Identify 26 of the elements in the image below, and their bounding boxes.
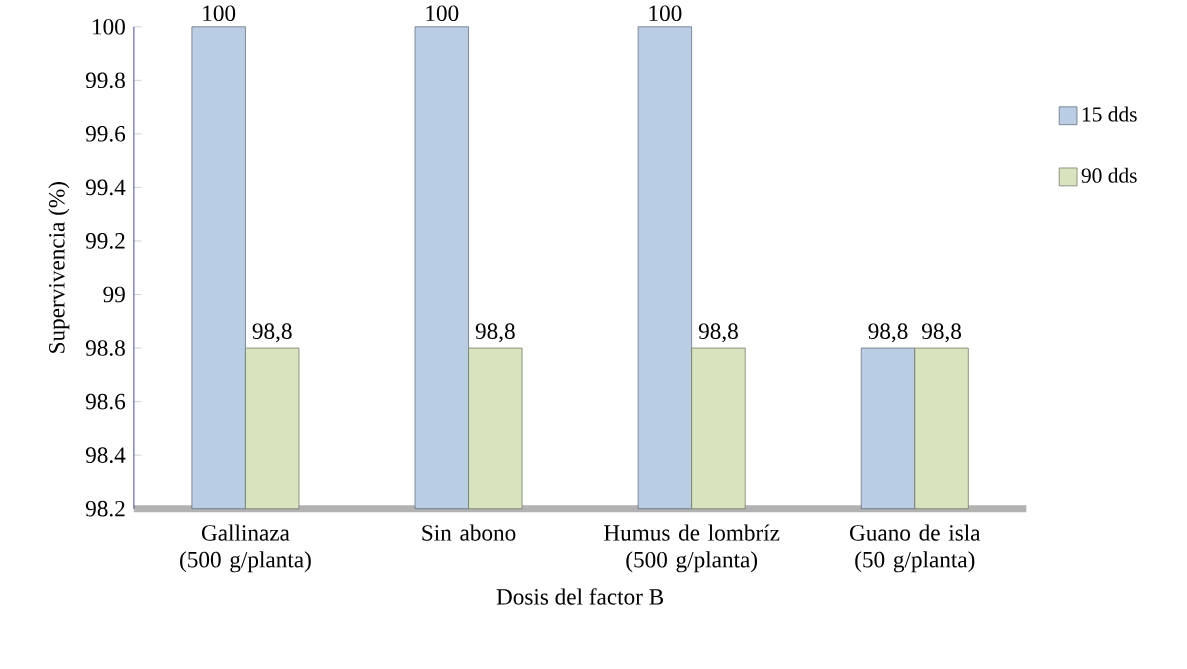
y-tick-label: 98.6	[85, 393, 126, 410]
y-tick-label: 99	[103, 286, 125, 303]
y-tick-label: 99.6	[85, 125, 126, 142]
x-tick-label: Sin abono	[422, 524, 516, 541]
data-label: 98,8	[252, 323, 292, 343]
y-tick-label: 98.8	[85, 340, 125, 356]
x-tick-label: Humus de lombríz (500 g/planta)	[604, 524, 780, 573]
y-tick-label: 98.2	[85, 500, 125, 517]
y-tick-label: 100	[93, 18, 125, 35]
data-label: 98,8	[698, 323, 738, 343]
y-tick-label: 98.4	[85, 447, 126, 463]
data-label: 100	[649, 5, 682, 21]
data-label: 100	[426, 5, 459, 21]
x-tick-label: Guano de isla (50 g/planta)	[850, 524, 981, 573]
y-tick-label: 99.8	[85, 72, 125, 89]
data-label: 98,8	[922, 323, 961, 343]
x-tick-label: Gallinaza (500 g/planta)	[180, 524, 311, 573]
y-tick-label: 99.4	[85, 179, 126, 196]
legend-label: 15 dds	[1082, 106, 1137, 122]
data-label: 98,8	[475, 323, 515, 343]
data-label: 100	[203, 5, 236, 21]
x-axis-title: Dosis del factor B	[496, 587, 664, 605]
y-axis-title: Supervivencia (%)	[48, 181, 70, 353]
y-tick-label: 99.2	[85, 232, 125, 249]
legend-label: 90 dds	[1081, 167, 1137, 183]
data-label: 98,8	[868, 323, 908, 343]
